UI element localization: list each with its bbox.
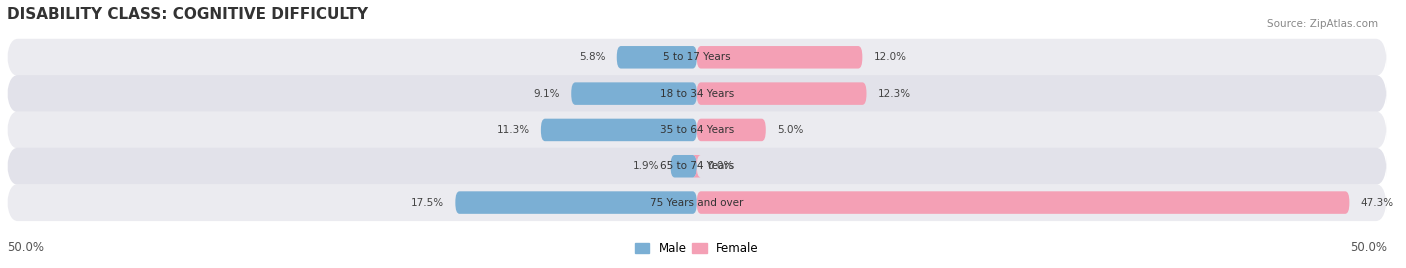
- FancyBboxPatch shape: [697, 191, 1350, 214]
- FancyBboxPatch shape: [456, 191, 697, 214]
- FancyBboxPatch shape: [7, 111, 1386, 148]
- Text: 5.8%: 5.8%: [579, 52, 606, 62]
- FancyBboxPatch shape: [571, 82, 697, 105]
- FancyBboxPatch shape: [617, 46, 697, 69]
- FancyBboxPatch shape: [541, 119, 697, 141]
- Text: 12.3%: 12.3%: [877, 89, 911, 99]
- FancyBboxPatch shape: [697, 46, 862, 69]
- Text: Source: ZipAtlas.com: Source: ZipAtlas.com: [1267, 19, 1378, 29]
- Text: DISABILITY CLASS: COGNITIVE DIFFICULTY: DISABILITY CLASS: COGNITIVE DIFFICULTY: [7, 7, 368, 22]
- FancyBboxPatch shape: [7, 75, 1386, 112]
- Text: 1.9%: 1.9%: [633, 161, 659, 171]
- Text: 17.5%: 17.5%: [411, 198, 444, 208]
- FancyBboxPatch shape: [7, 184, 1386, 221]
- Text: 9.1%: 9.1%: [534, 89, 560, 99]
- Text: 35 to 64 Years: 35 to 64 Years: [659, 125, 734, 135]
- Text: 12.0%: 12.0%: [873, 52, 907, 62]
- Text: 5.0%: 5.0%: [776, 125, 803, 135]
- Text: 11.3%: 11.3%: [496, 125, 530, 135]
- Text: 5 to 17 Years: 5 to 17 Years: [664, 52, 731, 62]
- Text: 50.0%: 50.0%: [1350, 241, 1386, 254]
- FancyBboxPatch shape: [697, 82, 866, 105]
- Text: 18 to 34 Years: 18 to 34 Years: [659, 89, 734, 99]
- Text: 0.0%: 0.0%: [707, 161, 734, 171]
- Text: 47.3%: 47.3%: [1361, 198, 1393, 208]
- FancyBboxPatch shape: [671, 155, 697, 177]
- FancyBboxPatch shape: [697, 119, 766, 141]
- FancyBboxPatch shape: [7, 39, 1386, 76]
- Legend: Male, Female: Male, Female: [630, 237, 763, 260]
- Text: 75 Years and over: 75 Years and over: [650, 198, 744, 208]
- FancyBboxPatch shape: [693, 155, 702, 177]
- Text: 65 to 74 Years: 65 to 74 Years: [659, 161, 734, 171]
- FancyBboxPatch shape: [7, 148, 1386, 185]
- Text: 50.0%: 50.0%: [7, 241, 44, 254]
